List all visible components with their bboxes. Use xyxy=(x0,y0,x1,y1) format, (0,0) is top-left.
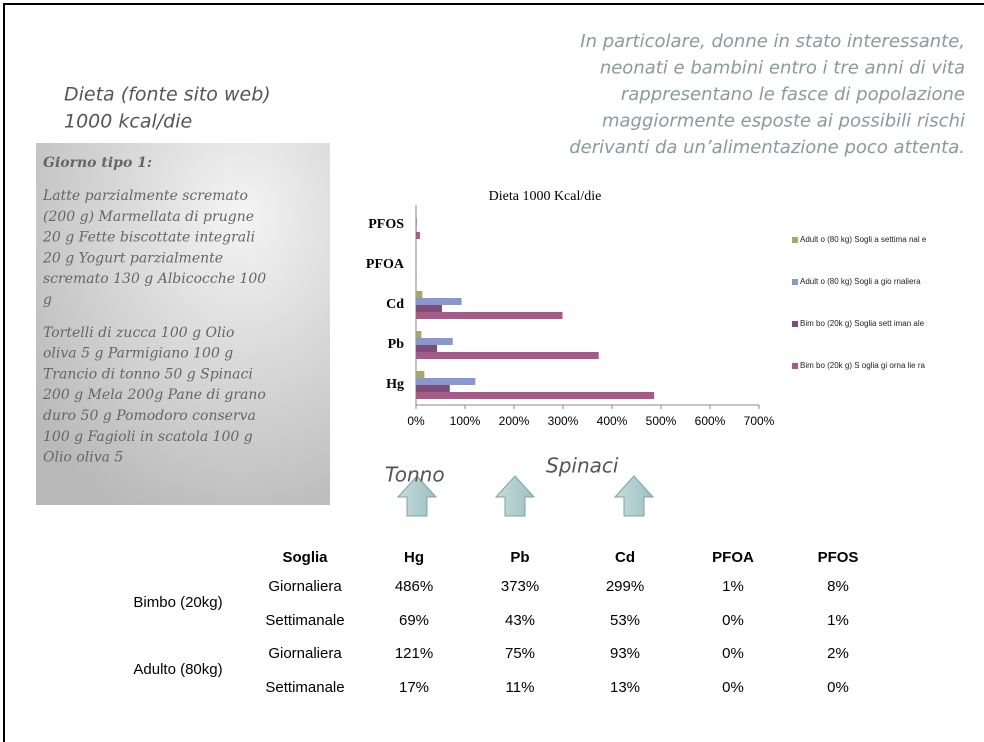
legend-label: Adult o (80 kg) Sogli a settima nal e xyxy=(800,235,927,244)
table-cell: 8% xyxy=(827,578,849,595)
arrow xyxy=(396,475,438,517)
bar xyxy=(416,345,438,352)
legend-swatch xyxy=(792,279,798,285)
diet-line: 20 g Fette biscottate integrali xyxy=(42,230,255,246)
table-cell: Giornaliera xyxy=(268,578,342,595)
table-header: PFOS xyxy=(818,549,859,566)
legend-label: Bim bo (20k g) S oglia gi orna lie ra xyxy=(800,361,926,370)
y-tick-label: Pb xyxy=(388,337,405,352)
diet-line: scremato 130 g Albicocche 100 xyxy=(43,271,266,287)
table-cell: 43% xyxy=(505,612,535,629)
x-tick-label: 500% xyxy=(646,414,677,428)
x-tick-label: 400% xyxy=(597,414,628,428)
table-cell: 13% xyxy=(610,679,640,696)
bar xyxy=(416,305,442,312)
legend-swatch xyxy=(792,363,798,369)
bar xyxy=(416,218,417,225)
note-line: neonati e bambini entro i tre anni di vi… xyxy=(600,58,965,79)
table-cell: 0% xyxy=(722,645,744,662)
bar xyxy=(416,312,563,319)
x-tick-label: 600% xyxy=(695,414,726,428)
table-cell: 11% xyxy=(506,679,535,696)
y-tick-label: Hg xyxy=(386,377,404,392)
arrow xyxy=(494,475,536,517)
diet-box xyxy=(36,143,330,505)
legend-label: Adult o (80 kg) Sogli a gio rnaliera xyxy=(800,277,921,286)
bar xyxy=(416,331,422,338)
diet-line: 200 g Mela 200g Pane di grano xyxy=(42,387,266,403)
arrow xyxy=(613,475,655,517)
table-cell: 299% xyxy=(606,578,644,595)
table-header: PFOA xyxy=(712,549,754,566)
bar xyxy=(416,385,450,392)
table-cell: Giornaliera xyxy=(268,645,342,662)
diet-line: 20 g Yogurt parzialmente xyxy=(42,250,223,266)
y-tick-label: PFOS xyxy=(368,217,404,232)
diet-line: Olio oliva 5 xyxy=(43,450,123,466)
table-cell: 17% xyxy=(399,679,429,696)
diet-line: (200 g) Marmellata di prugne xyxy=(43,209,254,225)
diet-line: duro 50 g Pomodoro conserva xyxy=(43,408,256,424)
diet-line: Trancio di tonno 50 g Spinaci xyxy=(43,366,253,382)
chart-title: Dieta 1000 Kcal/die xyxy=(489,189,602,204)
y-tick-label: PFOA xyxy=(366,257,405,272)
table-cell: 93% xyxy=(610,645,640,662)
table-header: Hg xyxy=(404,549,424,566)
bar xyxy=(416,338,453,345)
heading: Dieta (fonte sito web) xyxy=(64,84,271,106)
legend-swatch xyxy=(792,237,798,243)
table-cell: 1% xyxy=(722,578,744,595)
table-cell: Settimanale xyxy=(265,679,344,696)
table-cell: 53% xyxy=(610,612,640,629)
table-cell: 75% xyxy=(505,645,535,662)
table-cell: 2% xyxy=(827,645,849,662)
note-line: derivanti da un’alimentazione poco atten… xyxy=(569,137,965,158)
diet-line: 100 g Fagioli in scatola 100 g xyxy=(43,429,253,445)
table-header: Pb xyxy=(510,549,529,566)
table-cell: 0% xyxy=(827,679,849,696)
annotation: Spinaci xyxy=(546,454,619,478)
slide-border xyxy=(3,3,984,742)
x-tick-label: 700% xyxy=(744,414,775,428)
bar xyxy=(416,371,425,378)
x-tick-label: 200% xyxy=(499,414,530,428)
diet-line: g xyxy=(43,292,52,308)
table-cell: 121% xyxy=(395,645,433,662)
diet-line: oliva 5 g Parmigiano 100 g xyxy=(43,346,233,362)
table-cell: 1% xyxy=(827,612,849,629)
diet-line: Tortelli di zucca 100 g Olio xyxy=(43,325,234,341)
note-line: In particolare, donne in stato interessa… xyxy=(580,31,965,52)
diet-line: Latte parzialmente scremato xyxy=(42,188,248,204)
table-header: Soglia xyxy=(282,549,328,566)
table-cell: 486% xyxy=(395,578,433,595)
bar xyxy=(416,291,423,298)
table-cell: Settimanale xyxy=(265,612,344,629)
arrows xyxy=(396,475,655,517)
table-cell: 373% xyxy=(501,578,539,595)
y-tick-label: Cd xyxy=(386,297,404,312)
legend-swatch xyxy=(792,321,798,327)
x-tick-label: 100% xyxy=(450,414,481,428)
bar xyxy=(416,352,599,359)
note-line: maggiormente esposte ai possibili rischi xyxy=(602,111,965,132)
bar xyxy=(416,378,476,385)
heading: 1000 kcal/die xyxy=(64,111,192,133)
annotation: Tonno xyxy=(385,463,445,487)
table-header: Cd xyxy=(615,549,635,566)
x-tick-label: 0% xyxy=(407,414,425,428)
bar xyxy=(416,298,462,305)
table-cell: 69% xyxy=(399,612,429,629)
table-cell: 0% xyxy=(722,612,744,629)
diet-title: Giorno tipo 1: xyxy=(43,155,152,171)
legend-label: Bim bo (20k g) Soglia sett iman ale xyxy=(800,319,925,328)
legend-bg xyxy=(764,222,984,382)
bar xyxy=(416,232,420,239)
x-tick-label: 300% xyxy=(548,414,579,428)
note-line: rappresentano le fasce di popolazione xyxy=(621,84,965,105)
bar xyxy=(416,392,655,399)
table-cell: 0% xyxy=(722,679,744,696)
group-label: Bimbo (20kg) xyxy=(133,594,222,611)
group-label: Adulto (80kg) xyxy=(133,661,222,678)
